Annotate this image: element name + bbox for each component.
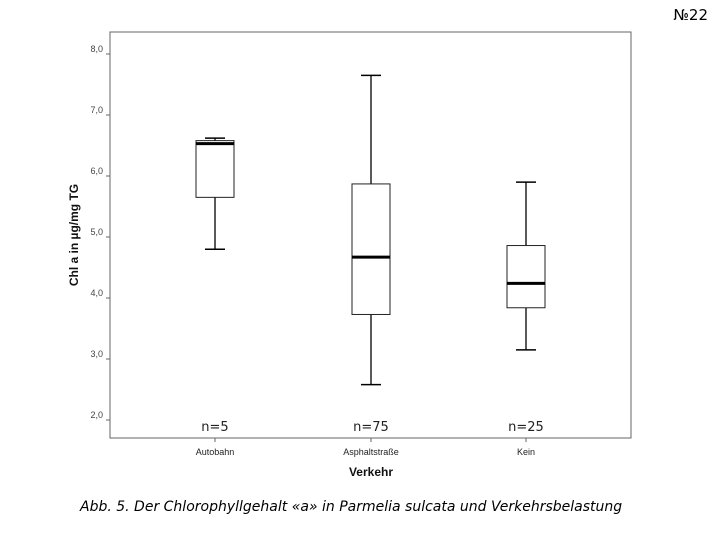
- iqr-box: [351, 183, 391, 315]
- x-axis-label: Verkehr: [349, 465, 393, 479]
- box-group-asphaltstra-e: n=75 Asphaltstraße: [343, 74, 399, 457]
- x-tick-label: Asphaltstraße: [343, 447, 399, 457]
- y-axis-label: Chl a in µg/mg TG: [67, 184, 81, 286]
- y-tick-label: 5,0: [90, 227, 103, 237]
- iqr-box: [195, 140, 235, 198]
- y-tick-label: 8,0: [90, 44, 103, 54]
- y-tick-label: 7,0: [90, 105, 103, 115]
- y-tick-label: 6,0: [90, 166, 103, 176]
- box-group-kein: n=25 Kein: [506, 181, 546, 457]
- n-label: n=25: [508, 420, 544, 435]
- figure-caption: Abb. 5. Der Chlorophyllgehalt «a» in Par…: [80, 499, 623, 515]
- y-tick-label: 4,0: [90, 288, 103, 298]
- iqr-box: [506, 245, 546, 309]
- n-label: n=75: [353, 420, 389, 435]
- n-label: n=5: [201, 420, 228, 435]
- y-tick-label: 3,0: [90, 349, 103, 359]
- slide-number: №22: [673, 6, 708, 24]
- box-group-autobahn: n=5 Autobahn: [195, 137, 235, 457]
- y-tick-label: 2,0: [90, 410, 103, 420]
- x-tick-label: Autobahn: [196, 447, 235, 457]
- x-tick-label: Kein: [517, 447, 535, 457]
